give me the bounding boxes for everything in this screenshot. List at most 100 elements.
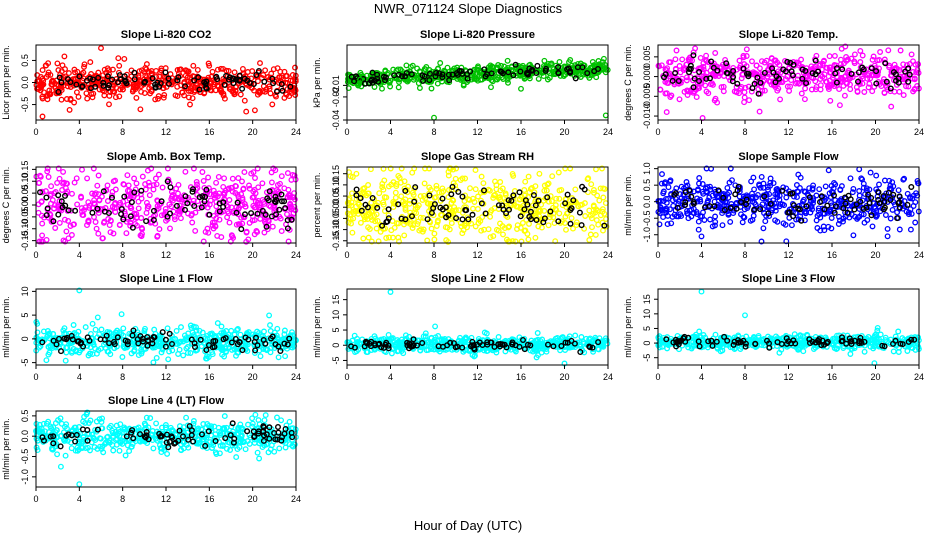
y-tick-label: 0.0 [642, 195, 652, 208]
data-point-black [203, 347, 210, 354]
y-tick-label: -0.005 [642, 84, 652, 110]
data-point-black [902, 68, 909, 75]
data-point-black [818, 193, 825, 200]
data-point [39, 220, 46, 227]
data-point [34, 85, 41, 92]
data-point [193, 178, 200, 185]
data-point [487, 234, 494, 241]
data-point [904, 190, 911, 197]
data-point [281, 94, 288, 101]
data-point-black [788, 68, 795, 75]
data-point-black [191, 340, 198, 347]
data-point-black [144, 342, 151, 349]
data-point-black [72, 207, 79, 214]
data-point [806, 185, 813, 192]
data-point [440, 188, 447, 195]
data-point [95, 172, 102, 179]
panel-title: Slope Li-820 Temp. [739, 29, 838, 41]
data-point [730, 210, 737, 217]
data-point [180, 352, 187, 359]
data-point [912, 61, 919, 68]
data-point-black [234, 199, 241, 206]
data-point [65, 217, 72, 224]
y-tick-label: -1.0 [642, 227, 652, 243]
data-point-black [832, 203, 839, 210]
data-point [596, 197, 603, 204]
data-point-black [50, 218, 57, 225]
data-point [235, 221, 242, 228]
data-point-black [276, 206, 283, 213]
data-point [435, 333, 442, 339]
data-point [474, 206, 481, 212]
data-point [711, 97, 718, 104]
data-point-black [150, 216, 157, 223]
data-point-black [505, 197, 512, 204]
data-point [231, 69, 238, 76]
outlier-point [165, 356, 172, 363]
data-point [185, 210, 191, 217]
data-point-black [883, 78, 890, 85]
data-point [767, 179, 774, 186]
data-point [788, 77, 795, 84]
x-tick-label: 24 [603, 250, 613, 260]
outlier-point [115, 55, 122, 62]
data-point [457, 177, 464, 183]
data-point [473, 76, 480, 83]
data-point-black [64, 76, 71, 83]
data-point [187, 74, 194, 81]
data-point [419, 228, 426, 235]
data-point [771, 200, 778, 207]
data-point [886, 177, 893, 184]
data-point [470, 205, 476, 212]
data-point [148, 68, 155, 74]
data-point [864, 75, 871, 82]
data-point [207, 197, 214, 204]
data-point [497, 194, 503, 201]
data-point [556, 58, 563, 65]
data-point-black [757, 79, 764, 86]
data-point [75, 93, 82, 100]
data-point [600, 55, 607, 62]
data-point [414, 65, 421, 72]
data-point-black [848, 70, 855, 77]
data-point [897, 47, 904, 54]
data-point-black [239, 347, 246, 354]
data-point [214, 232, 221, 239]
data-point-black [369, 69, 376, 76]
data-point [835, 199, 842, 206]
data-point [150, 359, 157, 366]
data-point [801, 188, 808, 195]
data-point [107, 218, 114, 225]
y-tick-label: -0.15 [331, 231, 341, 252]
data-point [475, 220, 482, 227]
data-point-black [449, 183, 456, 190]
data-point [55, 82, 62, 89]
data-point [85, 218, 92, 225]
x-tick-label: 0 [33, 372, 38, 382]
data-point [784, 73, 791, 80]
data-point-black [143, 218, 150, 225]
data-point [260, 72, 267, 78]
data-point [83, 90, 90, 97]
data-point-black [544, 194, 551, 201]
data-point-black [772, 79, 779, 86]
data-point [497, 179, 504, 185]
data-point [90, 165, 97, 172]
points [344, 55, 611, 121]
data-point [272, 337, 279, 344]
y-tick-label: 0.05 [331, 187, 341, 205]
data-point-black [164, 178, 171, 185]
data-point-black [353, 192, 360, 199]
data-point [846, 214, 853, 221]
data-point-black [499, 202, 506, 209]
data-point-black [572, 75, 579, 82]
data-point [761, 59, 768, 66]
data-point-black [534, 62, 541, 69]
data-point [801, 208, 808, 215]
data-point-black [398, 215, 405, 222]
data-point [503, 212, 510, 219]
data-point-black [414, 342, 421, 349]
data-point-black [469, 211, 476, 218]
data-point [124, 172, 131, 179]
